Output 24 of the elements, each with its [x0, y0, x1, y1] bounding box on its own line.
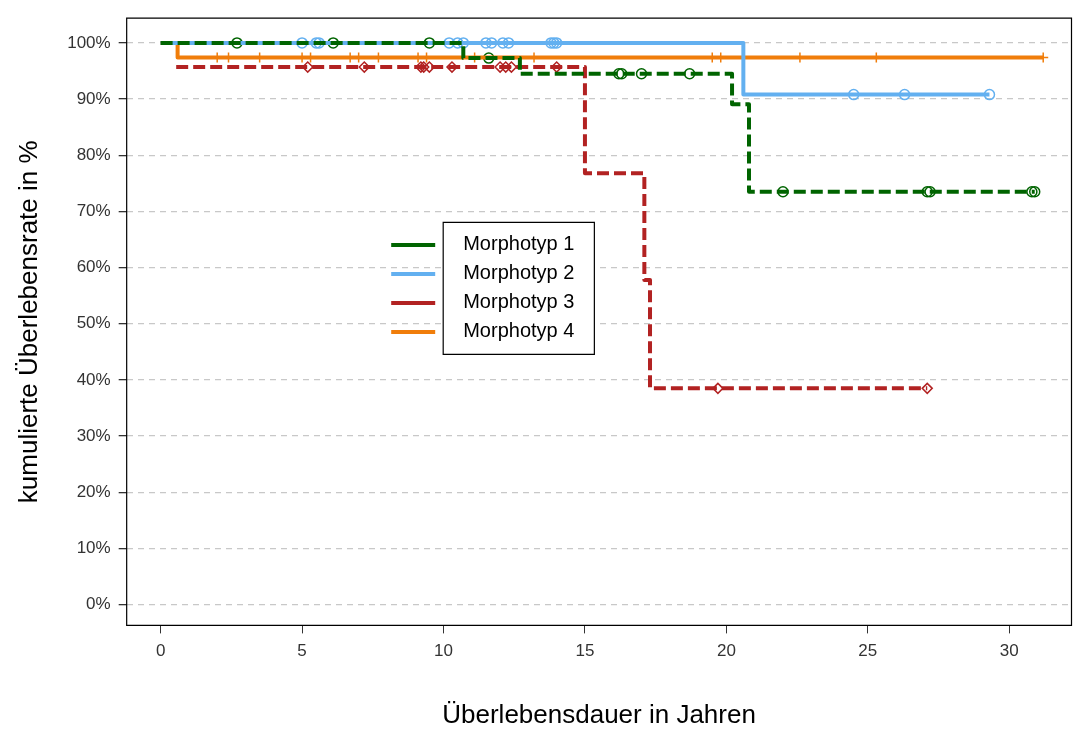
y-axis-title: kumulierte Überlebensrate in % — [12, 140, 43, 504]
legend-label: Morphotyp 1 — [463, 232, 575, 255]
x-axis-title: Überlebensdauer in Jahren — [442, 698, 756, 729]
x-tick-label: 25 — [858, 641, 878, 661]
x-tick-label: 30 — [999, 641, 1019, 661]
x-tick-label: 10 — [434, 641, 453, 661]
legend-label: Morphotyp 4 — [463, 319, 575, 342]
y-tick-label: 60% — [76, 257, 111, 277]
y-tick-label: 50% — [76, 313, 111, 333]
x-tick-label: 0 — [155, 641, 166, 661]
y-tick-label: 80% — [76, 144, 111, 164]
y-tick-label: 100% — [67, 32, 111, 52]
y-tick-label: 20% — [76, 481, 111, 501]
y-tick-label: 30% — [76, 425, 111, 445]
x-tick-label: 5 — [297, 641, 307, 661]
y-tick-label: 90% — [76, 88, 111, 108]
x-tick-label: 15 — [575, 641, 595, 661]
legend-label: Morphotyp 2 — [463, 261, 575, 284]
y-tick-label: 70% — [76, 201, 111, 221]
y-tick-label: 40% — [76, 369, 111, 389]
y-tick-label: 0% — [86, 594, 111, 614]
x-tick-label: 20 — [716, 641, 736, 661]
y-tick-label: 10% — [76, 538, 111, 558]
legend-label: Morphotyp 3 — [463, 290, 575, 313]
